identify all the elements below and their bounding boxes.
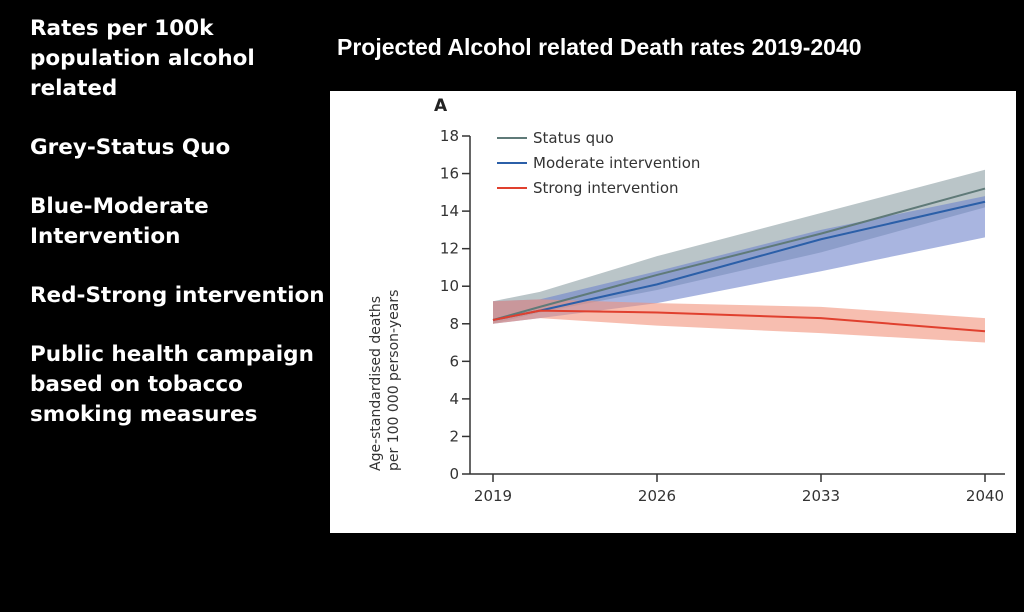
y-axis-label-line1: Age-standardised deaths	[368, 296, 384, 471]
note-blue: Blue-Moderate Intervention	[30, 194, 209, 249]
x-tick-label: 2040	[966, 487, 1004, 505]
y-tick-label: 14	[440, 202, 459, 220]
chart-svg: 0 2 4 6 8 10 12 14 16 18 2019 2026 2033 2040 A Age-st…	[368, 96, 1005, 505]
y-tick-label: 10	[440, 277, 459, 295]
legend-label: Moderate intervention	[533, 154, 700, 172]
x-tick-label: 2019	[474, 487, 512, 505]
series-lines	[492, 187, 986, 333]
legend-label: Strong intervention	[533, 179, 679, 197]
x-tick-label: 2033	[802, 487, 840, 505]
ci-band-strong-intervention	[493, 299, 985, 343]
y-tick-label: 8	[449, 315, 459, 333]
y-tick-label: 4	[449, 390, 459, 408]
ci-band-moderate-intervention	[493, 196, 985, 324]
legend: Status quo Moderate intervention Strong in…	[497, 129, 700, 197]
y-tick-label: 12	[440, 240, 459, 258]
y-tick-label: 0	[449, 465, 459, 483]
y-tick-label: 6	[449, 352, 459, 370]
legend-label: Status quo	[533, 129, 614, 147]
series-line-status-quo	[492, 187, 986, 321]
panel-label: A	[434, 96, 448, 116]
note-red: Red-Strong intervention	[30, 283, 325, 308]
y-axis-label-line2: per 100 000 person-years	[386, 290, 402, 471]
x-tick-label: 2026	[638, 487, 676, 505]
note-rates: Rates per 100k population alcohol relate…	[30, 16, 255, 101]
chart-panel: 0 2 4 6 8 10 12 14 16 18 2019 2026 2033 2040 A Age-st…	[330, 91, 1016, 533]
notes-panel: Rates per 100k population alcohol relate…	[30, 14, 325, 459]
note-grey: Grey-Status Quo	[30, 135, 231, 160]
y-tick-label: 2	[449, 427, 459, 445]
series-line-strong-intervention	[492, 309, 986, 333]
note-campaign: Public health campaign based on tobacco …	[30, 342, 314, 427]
y-tick-label: 18	[440, 127, 459, 145]
axes: 0 2 4 6 8 10 12 14 16 18 2019 2026 2033 2040	[440, 127, 1005, 505]
chart-title: Projected Alcohol related Death rates 20…	[337, 34, 862, 60]
y-tick-label: 16	[440, 165, 459, 183]
